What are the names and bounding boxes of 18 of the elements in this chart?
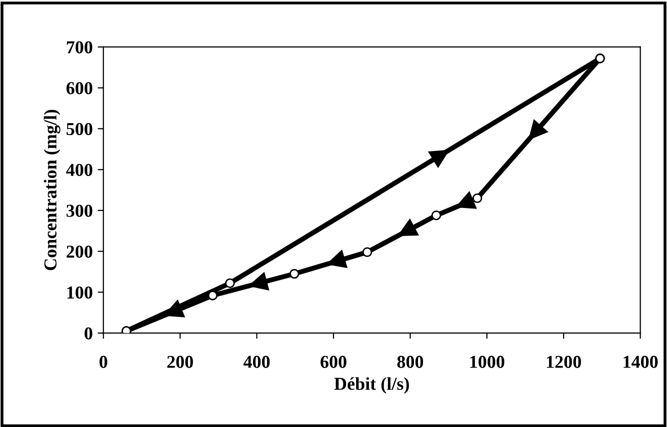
x-tick-label: 600 <box>320 356 346 368</box>
x-axis-title: Débit (l/s) <box>334 377 409 394</box>
x-tick-label: 1000 <box>470 356 504 368</box>
x-tick-label: 0 <box>100 356 108 368</box>
y-tick-label: 600 <box>66 82 92 94</box>
x-tick-label: 200 <box>167 356 193 368</box>
y-axis-title: Concentration (mg/l) <box>44 110 60 270</box>
x-tick-label: 1400 <box>624 356 658 368</box>
x-tick-label: 400 <box>244 356 270 368</box>
y-tick-label: 200 <box>66 246 92 258</box>
y-tick-label: 500 <box>66 122 92 136</box>
y-tick-label: 100 <box>67 286 92 299</box>
y-tick-label: 300 <box>66 204 92 217</box>
y-tick-label: 400 <box>66 164 92 176</box>
y-tick-label: 700 <box>66 41 92 54</box>
y-tick-label: 0 <box>84 327 92 340</box>
x-tick-label: 800 <box>397 356 424 368</box>
x-tick-label: 1200 <box>547 356 581 368</box>
